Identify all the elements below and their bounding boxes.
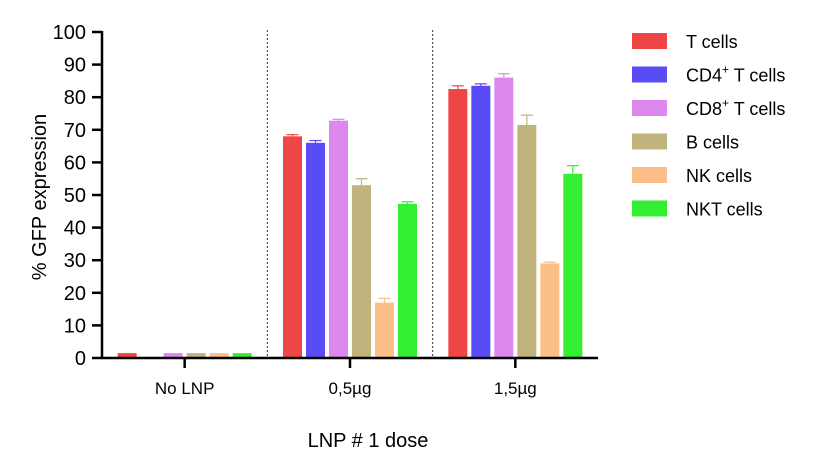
y-tick-label: 90	[64, 55, 86, 77]
x-tick-label: 1,5µg	[494, 379, 537, 398]
bars-layer	[117, 73, 583, 359]
y-tick-label: 70	[64, 120, 86, 142]
legend-swatch	[632, 66, 667, 83]
y-tick-label: 10	[64, 315, 86, 337]
x-axis-title: LNP # 1 dose	[308, 430, 429, 452]
legend-swatch	[632, 100, 667, 116]
y-tick-label: 50	[64, 185, 86, 207]
bar	[448, 89, 468, 359]
legend-label: CD4+ T cells	[686, 63, 785, 86]
legend-swatch	[632, 133, 667, 150]
group-separators	[266, 30, 434, 358]
y-ticks: 0 10 20 30 40 50 60 70 80 90 100	[53, 22, 102, 370]
bar	[306, 142, 325, 358]
bar	[494, 77, 514, 358]
bar	[352, 185, 371, 358]
legend-label: CD8+ T cells	[686, 96, 785, 119]
bar	[163, 353, 183, 358]
bar	[398, 203, 417, 358]
x-tick-label: No LNP	[155, 379, 215, 398]
bar	[186, 353, 206, 358]
bar	[283, 136, 302, 358]
x-tick-label: 0,5µg	[329, 379, 372, 398]
y-tick-label: 60	[64, 152, 86, 174]
bar	[517, 124, 537, 358]
bar	[209, 353, 229, 358]
legend-label: NKT cells	[686, 200, 763, 220]
bar	[563, 173, 583, 358]
y-tick-label: 100	[53, 22, 86, 44]
y-tick-label: 30	[64, 250, 86, 272]
legend-swatch	[632, 200, 667, 217]
y-tick-label: 20	[64, 283, 86, 305]
bar	[471, 85, 491, 358]
bar	[329, 120, 348, 358]
y-tick-label: 40	[64, 218, 86, 240]
bar	[232, 353, 252, 358]
legend-label: NK cells	[686, 166, 752, 186]
legend-swatch	[632, 33, 667, 49]
bar	[117, 353, 137, 358]
y-axis-title: % GFP expression	[29, 114, 51, 280]
y-tick-label: 0	[75, 348, 86, 370]
legend-label: B cells	[686, 133, 739, 153]
bar	[375, 302, 394, 358]
legend: T cells CD4+ T cells CD8+ T cells B cells NK…	[632, 32, 785, 220]
legend-label: T cells	[686, 32, 738, 52]
legend-swatch	[632, 167, 667, 183]
x-ticks: No LNP 0,5µg 1,5µg	[155, 358, 537, 398]
bar	[540, 263, 560, 358]
y-tick-label: 80	[64, 87, 86, 109]
